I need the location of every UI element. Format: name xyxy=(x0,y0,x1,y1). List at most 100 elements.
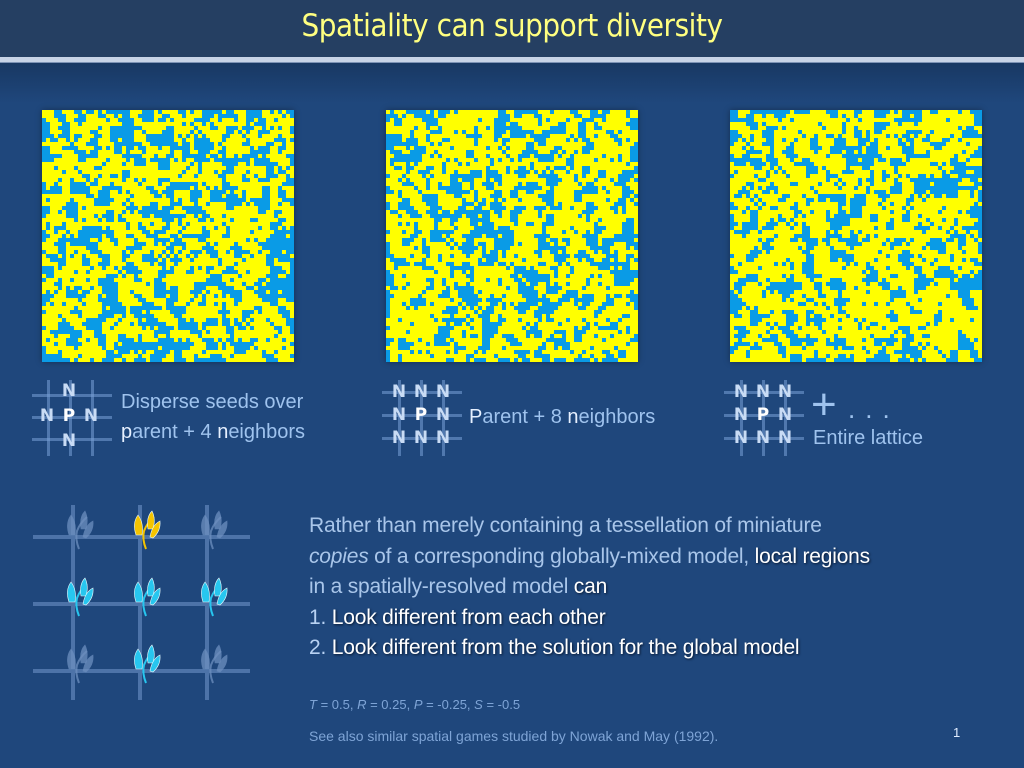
param-label: P xyxy=(413,697,423,712)
plant-highlight-icon xyxy=(134,510,161,550)
grid-line xyxy=(420,380,423,456)
explanation-text: Rather than merely containing a tessella… xyxy=(309,511,1009,664)
four-neighbor-caption: Disperse seeds over parent + 4 neighbors xyxy=(121,387,305,447)
italic-text: copies xyxy=(309,544,369,568)
caption-text: eighbors xyxy=(228,421,306,443)
grid-line xyxy=(91,380,94,456)
list-item: 1. Look different from each other xyxy=(309,603,1009,634)
param-label: R xyxy=(357,697,367,712)
text: in a spatially-resolved model xyxy=(309,575,574,598)
neighbor-cell: N xyxy=(413,428,429,448)
neighbor-cell: N xyxy=(435,428,451,448)
caption-text: p xyxy=(121,421,133,443)
neighbor-cell: N xyxy=(435,405,451,425)
plant-neighbor-icon xyxy=(67,577,94,617)
caption-text: eighbors xyxy=(578,406,656,428)
list-text: Look different from the solution for the… xyxy=(326,636,800,659)
grid-line xyxy=(398,380,401,456)
lattice-four-neighbor xyxy=(42,110,294,362)
neighbor-cell: N xyxy=(733,405,749,425)
emphasis-text: local regions xyxy=(754,544,871,568)
reference-note: See also similar spatial games studied b… xyxy=(309,728,719,744)
lattice-eight-neighbor xyxy=(386,110,638,362)
parent-cell: P xyxy=(414,405,428,425)
grid-line xyxy=(740,380,743,456)
plant-inactive-icon xyxy=(201,644,228,684)
slide-title: Spatiality can support diversity xyxy=(301,8,723,44)
neighbor-cell: N xyxy=(61,381,77,401)
lattice-canvas xyxy=(42,110,294,362)
plant-inactive-icon xyxy=(67,644,94,684)
grid-line xyxy=(762,380,765,456)
grid-line xyxy=(32,394,112,397)
grid-line xyxy=(32,438,112,441)
neighbor-cell: N xyxy=(61,431,77,451)
list-text: Look different from each other xyxy=(326,605,606,629)
grid-line xyxy=(47,380,50,456)
global-neighbor-diagram: N N N N P N N N N xyxy=(724,380,804,456)
param-label: T xyxy=(309,697,317,712)
entire-lattice-caption: Entire lattice xyxy=(813,427,924,449)
param-value: = -0.25, xyxy=(422,697,475,712)
plant-neighbor-icon xyxy=(201,577,228,617)
neighbor-cell: N xyxy=(39,406,55,426)
param-value: = 0.5, xyxy=(316,697,358,712)
lattice-canvas xyxy=(730,110,982,362)
list-number: 2. xyxy=(309,636,327,659)
plant-inactive-icon xyxy=(67,510,94,550)
eight-neighbor-caption: Parent + 8 neighbors xyxy=(469,402,655,432)
neighbor-cell: N xyxy=(391,382,407,402)
explanation-line: in a spatially-resolved model can xyxy=(309,572,1009,603)
title-divider xyxy=(0,57,1024,63)
param-label: S xyxy=(474,697,483,712)
neighbor-cell: N xyxy=(755,428,771,448)
list-number: 1. xyxy=(309,605,327,629)
param-value: = 0.25, xyxy=(366,697,414,712)
caption-text: n xyxy=(217,421,229,443)
plant-inactive-icon xyxy=(201,510,228,550)
text: of a corresponding globally-mixed model, xyxy=(368,544,755,568)
page-number: 1 xyxy=(953,725,961,740)
list-item: 2. Look different from the solution for … xyxy=(309,633,1009,664)
caption-text: arent + 8 xyxy=(482,406,568,428)
grid-line xyxy=(32,416,112,419)
neighbor-cell: N xyxy=(83,406,99,426)
grid-line xyxy=(442,380,445,456)
neighbor-cell: N xyxy=(755,382,771,402)
plant-layer xyxy=(67,510,228,684)
parent-cell: P xyxy=(756,405,770,425)
grid-line xyxy=(784,380,787,456)
plant-neighbor-icon xyxy=(134,644,161,684)
parent-cell: P xyxy=(62,406,76,426)
lattice-entire xyxy=(730,110,982,362)
payoff-parameters: T = 0.5, R = 0.25, P = -0.25, S = -0.5 xyxy=(309,697,520,712)
neighbor-cell: N xyxy=(733,428,749,448)
title-bar xyxy=(0,0,1024,57)
seed-dispersal-diagram xyxy=(33,505,250,700)
grid-line xyxy=(69,380,72,456)
caption-text: n xyxy=(567,406,579,428)
ellipsis: ... xyxy=(848,394,900,424)
caption-text: P xyxy=(469,406,483,428)
explanation-line: copies of a corresponding globally-mixed… xyxy=(309,542,1009,573)
lattice-canvas xyxy=(386,110,638,362)
caption-text: s over xyxy=(248,391,304,413)
neighbor-cell: N xyxy=(777,382,793,402)
title-shadow xyxy=(0,63,1024,103)
explanation-line: Rather than merely containing a tessella… xyxy=(309,514,822,537)
neighbor-cell: N xyxy=(391,405,407,425)
neighbor-cell: N xyxy=(413,382,429,402)
eight-neighbor-diagram: N N N N P N N N N xyxy=(382,380,462,456)
param-value: = -0.5 xyxy=(482,697,521,712)
caption-text: Disperse seed xyxy=(121,391,249,413)
plus-sign: + xyxy=(811,380,837,429)
neighbor-cell: N xyxy=(777,405,793,425)
caption-text: arent + 4 xyxy=(132,421,218,443)
neighbor-cell: N xyxy=(777,428,793,448)
neighbor-cell: N xyxy=(435,382,451,402)
four-neighbor-diagram: N N P N N xyxy=(32,380,112,456)
emphasis-text: can xyxy=(573,575,608,598)
plant-neighbor-icon xyxy=(134,577,161,617)
neighbor-cell: N xyxy=(391,428,407,448)
neighbor-cell: N xyxy=(733,382,749,402)
